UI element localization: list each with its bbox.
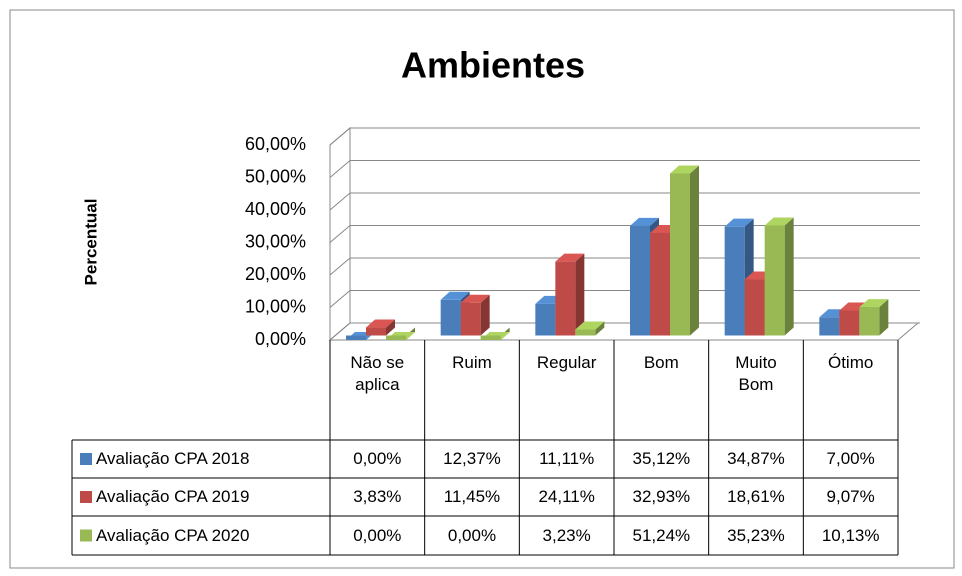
bar — [480, 335, 501, 340]
bar — [859, 307, 880, 336]
category-label: Não se aplica — [350, 353, 405, 394]
chart-title: Ambientes — [401, 45, 585, 86]
bar-top — [859, 299, 889, 308]
bar-side — [690, 165, 699, 336]
table-value: 3,23% — [542, 525, 591, 545]
chart-border — [9, 9, 955, 569]
category-label: Ótimo — [827, 353, 874, 372]
bar-top — [630, 217, 659, 226]
bar — [724, 226, 745, 336]
bar-top — [555, 253, 585, 262]
table-value: 0,00% — [353, 449, 402, 468]
bar-side — [386, 319, 395, 336]
y-tick-label: 60,00% — [245, 134, 306, 154]
bar — [366, 327, 386, 336]
bar — [440, 299, 461, 336]
table-value: 24,11% — [538, 487, 595, 506]
bar-side — [784, 217, 794, 336]
table-value: 34,87% — [727, 449, 785, 468]
table-value: 9,07% — [826, 487, 875, 506]
bar — [346, 335, 366, 340]
bar-side — [480, 294, 490, 336]
grid-line — [329, 160, 920, 178]
table-value: 11,45% — [443, 487, 501, 506]
table-value: 3,83% — [353, 487, 402, 506]
y-tick-label: 30,00% — [245, 231, 306, 251]
legend-swatch — [80, 453, 92, 465]
legend-swatch — [80, 529, 92, 542]
bar-top — [366, 319, 395, 328]
bar — [744, 279, 765, 336]
bar — [386, 335, 406, 340]
table-value: 12,37% — [443, 449, 501, 468]
bar-top — [670, 165, 699, 174]
category-label: Muito Bom — [735, 353, 777, 394]
table-value: 35,23% — [727, 525, 785, 545]
bar-side — [575, 253, 585, 336]
table-value: 51,24% — [632, 525, 691, 545]
bar — [460, 302, 481, 336]
category-label: Ruim — [452, 353, 492, 372]
bar — [535, 303, 556, 336]
bar-top — [460, 294, 490, 303]
bar-top — [724, 218, 754, 227]
bar-top — [764, 217, 794, 226]
y-axis-label: Percentual — [81, 199, 100, 286]
legend-label: Avaliação CPA 2018 — [96, 449, 250, 468]
y-tick-label: 20,00% — [245, 264, 306, 284]
bar — [555, 261, 576, 336]
y-tick-label: 10,00% — [245, 296, 306, 316]
bar — [839, 310, 860, 336]
y-tick-label: 0,00% — [255, 329, 306, 349]
bar — [670, 173, 690, 336]
bar — [650, 232, 670, 336]
grid-line — [329, 192, 920, 211]
bar — [819, 317, 840, 336]
table-value: 35,12% — [632, 449, 691, 468]
table-value: 32,93% — [632, 487, 691, 506]
bar-side — [879, 299, 889, 336]
table-value: 10,13% — [821, 525, 880, 545]
legend-swatch — [80, 491, 92, 503]
bar — [764, 225, 785, 336]
bar-side — [595, 321, 605, 336]
bar — [630, 225, 650, 336]
category-label: Regular — [536, 353, 597, 372]
bar — [575, 329, 596, 336]
bar-top — [440, 291, 470, 300]
bar-top — [575, 321, 605, 330]
table-value: 0,00% — [353, 525, 402, 545]
table-value: 11,11% — [539, 449, 595, 468]
table-value: 7,00% — [826, 449, 875, 468]
legend-label: Avaliação CPA 2020 — [96, 525, 250, 545]
y-tick-label: 40,00% — [245, 199, 306, 219]
table-value: 18,61% — [727, 487, 785, 506]
legend-label: Avaliação CPA 2019 — [96, 487, 250, 506]
category-label: Bom — [643, 353, 679, 372]
y-tick-label: 50,00% — [245, 166, 306, 186]
grid-line — [329, 127, 920, 146]
table-value: 0,00% — [447, 525, 497, 545]
